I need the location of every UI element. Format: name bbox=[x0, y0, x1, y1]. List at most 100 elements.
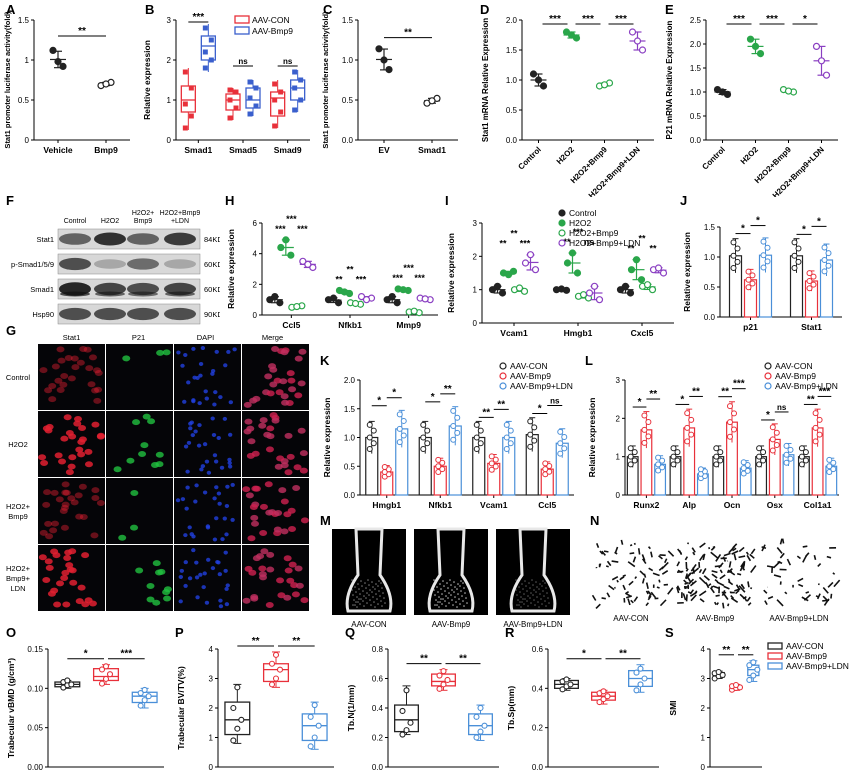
cell bbox=[147, 418, 156, 425]
data-point bbox=[396, 439, 403, 446]
chart-C: 0.0 0.5 1.0 1.5 Stat1 promoter luciferase ac… bbox=[321, 12, 458, 155]
data-point bbox=[230, 704, 237, 712]
data-point bbox=[812, 438, 819, 445]
cell bbox=[135, 567, 144, 574]
y-tick-label: 2 bbox=[253, 280, 258, 289]
cell bbox=[210, 368, 216, 373]
data-point bbox=[655, 461, 662, 468]
cell bbox=[224, 586, 229, 591]
trabecula bbox=[614, 546, 619, 554]
data-point bbox=[730, 265, 737, 272]
data-point bbox=[659, 269, 668, 277]
trabecula bbox=[377, 585, 379, 587]
data-point bbox=[403, 727, 410, 734]
trabecula bbox=[535, 591, 537, 593]
data-point bbox=[557, 440, 564, 447]
trabecula bbox=[463, 605, 465, 607]
cell bbox=[271, 417, 280, 424]
data-point bbox=[292, 107, 298, 113]
trabecula bbox=[372, 586, 374, 588]
data-point bbox=[182, 125, 188, 131]
trabecula bbox=[784, 591, 788, 595]
data-point bbox=[450, 436, 457, 443]
trabecula bbox=[730, 597, 739, 603]
trabecula bbox=[763, 589, 768, 594]
cell bbox=[140, 442, 149, 449]
data-point bbox=[713, 461, 720, 468]
data-point bbox=[627, 266, 636, 274]
data-point bbox=[627, 453, 634, 460]
data-point bbox=[600, 696, 607, 703]
significance-label: *** bbox=[286, 214, 297, 224]
x-tick-label: Vcam1 bbox=[480, 500, 508, 510]
data-point bbox=[674, 457, 681, 464]
trabecula bbox=[453, 591, 455, 593]
data-point bbox=[503, 446, 510, 452]
data-point bbox=[247, 95, 253, 101]
data-point bbox=[684, 410, 691, 417]
cell bbox=[284, 567, 293, 574]
trabecula bbox=[745, 551, 749, 556]
data-point bbox=[787, 446, 794, 453]
trabecula bbox=[805, 591, 810, 594]
data-point bbox=[435, 456, 442, 463]
trabecula bbox=[750, 548, 756, 555]
trabecula bbox=[451, 589, 453, 591]
y-tick-label: 0.5 bbox=[342, 96, 354, 105]
trabecula bbox=[444, 590, 446, 592]
data-point bbox=[749, 280, 756, 287]
significance-label: ** bbox=[499, 239, 507, 249]
trabecula bbox=[817, 562, 822, 567]
data-point bbox=[534, 76, 543, 84]
legend-label: Control bbox=[569, 208, 597, 218]
cell bbox=[91, 421, 100, 428]
data-point bbox=[745, 284, 752, 291]
x-tick-label: Hmgb1 bbox=[564, 328, 593, 338]
cell bbox=[44, 558, 53, 565]
cell bbox=[152, 560, 161, 567]
data-point bbox=[821, 268, 828, 275]
cell bbox=[223, 550, 228, 555]
data-point bbox=[830, 466, 837, 473]
trabecula bbox=[454, 596, 456, 598]
if-column-label: P21 bbox=[132, 333, 145, 342]
data-point bbox=[440, 668, 447, 675]
data-point bbox=[734, 245, 741, 252]
blot-row-label: Hsp90 bbox=[32, 310, 54, 319]
trabecula bbox=[360, 580, 362, 582]
trabecula bbox=[750, 587, 753, 590]
data-point bbox=[769, 447, 776, 454]
y-axis-label: Stat1 promoter luciferase activity(fold) bbox=[321, 12, 330, 149]
cell bbox=[300, 597, 309, 604]
trabecula bbox=[453, 581, 455, 583]
data-point bbox=[563, 259, 572, 267]
trabecula bbox=[442, 580, 444, 582]
data-point bbox=[141, 686, 148, 693]
trabecula bbox=[677, 569, 683, 574]
data-point bbox=[816, 416, 823, 423]
cell bbox=[280, 349, 289, 356]
data-point bbox=[821, 244, 828, 251]
cell bbox=[62, 489, 71, 496]
data-point bbox=[604, 693, 611, 700]
significance-label: *** bbox=[297, 224, 308, 234]
trabecula bbox=[772, 560, 781, 569]
x-tick-label: Vehicle bbox=[43, 145, 73, 155]
cell bbox=[76, 359, 85, 366]
trabecula bbox=[738, 555, 746, 559]
panel-label-D: D bbox=[480, 2, 490, 17]
trabecula bbox=[516, 604, 518, 606]
data-point bbox=[674, 449, 681, 456]
significance-label: ** bbox=[721, 387, 729, 398]
data-point bbox=[307, 713, 314, 720]
y-tick-label: 0.6 bbox=[532, 645, 544, 654]
data-point bbox=[802, 457, 809, 464]
y-tick-label: 0.0 bbox=[342, 136, 354, 145]
trabecula bbox=[676, 561, 681, 567]
cell bbox=[75, 513, 84, 520]
trabecula bbox=[691, 547, 696, 553]
cell bbox=[57, 357, 66, 364]
trabecula bbox=[544, 600, 546, 602]
trabecula bbox=[435, 599, 437, 601]
data-point bbox=[268, 660, 276, 667]
